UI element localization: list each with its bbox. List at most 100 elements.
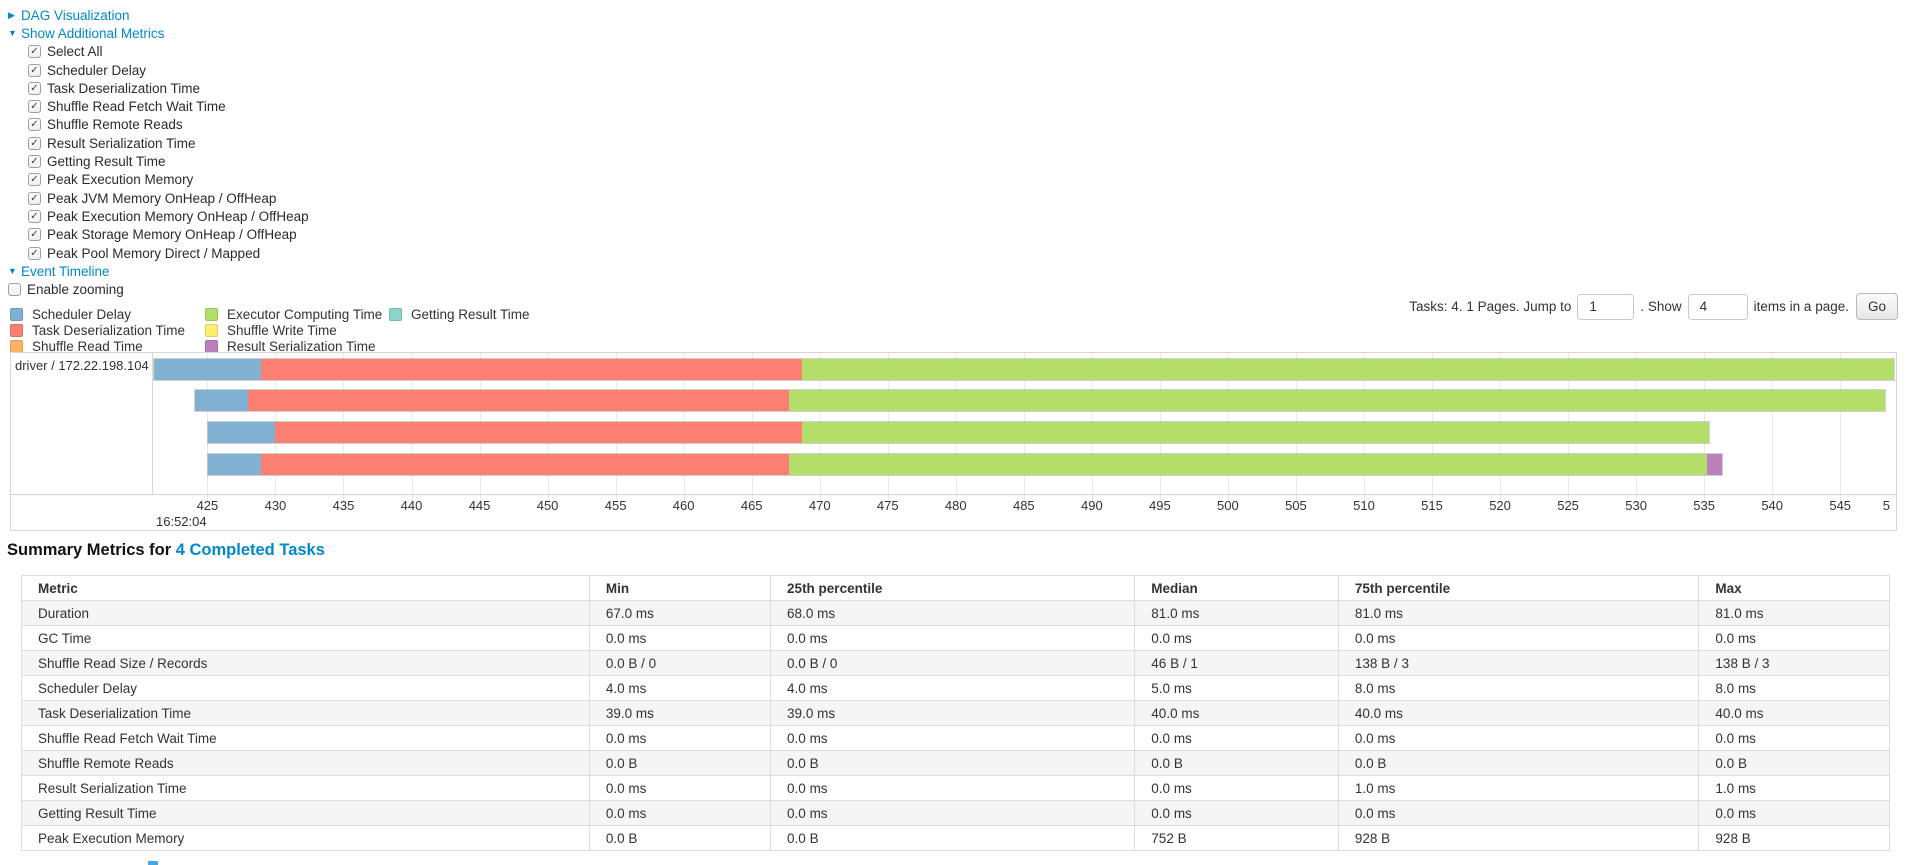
metric-checkbox[interactable] <box>28 155 41 169</box>
axis-tick-icon <box>887 495 889 502</box>
metric-checkbox[interactable] <box>28 228 41 242</box>
metrics-column-header[interactable]: Max <box>1698 575 1890 601</box>
metric-checkbox-row[interactable]: Task Deserialization Time <box>28 79 309 97</box>
metric-value-cell: 0.0 ms <box>588 775 772 801</box>
legend-item: Result Serialization Time <box>205 339 382 355</box>
axis-tick-icon <box>1091 495 1093 502</box>
chevron-down-icon: ▼ <box>8 28 17 39</box>
axis-tick-label: 530 <box>1625 498 1647 513</box>
metric-checkbox-label: Task Deserialization Time <box>47 80 201 96</box>
timeline-task-bar[interactable] <box>207 453 1724 476</box>
items-per-page-input[interactable] <box>1687 293 1748 320</box>
go-button[interactable]: Go <box>1855 293 1898 320</box>
table-row: Result Serialization Time 0.0 ms 0.0 ms 0.0… <box>21 775 1890 801</box>
metric-checkbox-row[interactable]: Peak JVM Memory OnHeap / OffHeap <box>28 189 309 207</box>
metric-value-cell: 0.0 ms <box>770 775 1136 801</box>
metric-checkbox[interactable] <box>28 136 41 150</box>
metrics-column-header[interactable]: 75th percentile <box>1337 575 1700 601</box>
dag-visualization-toggle[interactable]: ▶ DAG Visualization <box>8 8 130 23</box>
legend-item-label: Task Deserialization Time <box>32 322 186 338</box>
metric-checkbox-label: Peak Pool Memory Direct / Mapped <box>47 245 261 261</box>
axis-gridline <box>207 353 209 494</box>
metric-checkbox-row[interactable]: Getting Result Time <box>28 152 309 170</box>
metrics-column-header[interactable]: Min <box>588 575 772 601</box>
metric-checkbox[interactable] <box>28 246 41 260</box>
metric-checkbox-row[interactable]: Scheduler Delay <box>28 61 309 79</box>
scheduler-delay-segment <box>154 359 262 380</box>
metric-value-cell: 138 B / 3 <box>1698 650 1890 676</box>
enable-zooming-checkbox-row[interactable]: Enable zooming <box>8 280 309 298</box>
metric-value-cell: 0.0 ms <box>1134 725 1339 751</box>
axis-tick-icon <box>1023 495 1025 502</box>
metric-checkbox[interactable] <box>28 118 41 132</box>
axis-tick-label: 430 <box>264 498 287 513</box>
metric-checkbox-row[interactable]: Peak Execution Memory OnHeap / OffHeap <box>28 207 309 225</box>
executor-computing-segment <box>802 422 1709 443</box>
legend-item: Getting Result Time <box>389 306 530 322</box>
metric-checkbox-label: Result Serialization Time <box>47 135 196 151</box>
task-deserialization-segment <box>261 454 789 475</box>
metric-checkbox-row[interactable]: Peak Pool Memory Direct / Mapped <box>28 244 309 262</box>
metric-checkbox[interactable] <box>28 209 41 223</box>
timeline-task-bar[interactable] <box>153 358 1895 381</box>
metric-checkbox-label: Peak Storage Memory OnHeap / OffHeap <box>47 227 297 243</box>
metric-value-cell: 40.0 ms <box>1698 700 1890 726</box>
metric-checkbox[interactable] <box>28 81 41 95</box>
metric-value-cell: 67.0 ms <box>588 600 772 626</box>
axis-tick-label: 505 <box>1285 498 1307 513</box>
pagination-prefix-text: Tasks: 4. 1 Pages. Jump to <box>1409 299 1572 314</box>
event-timeline-toggle[interactable]: ▼ Event Timeline <box>8 264 110 279</box>
metric-name-cell: GC Time <box>21 625 590 651</box>
summary-metrics-table: Metric Min 25th percentile Median 75th perce… <box>21 575 1890 851</box>
legend-item-label: Scheduler Delay <box>32 306 132 322</box>
axis-tick-label: 490 <box>1080 498 1103 513</box>
timeline-group-column: driver / 172.22.198.104 <box>11 353 153 494</box>
axis-tick-label: 500 <box>1217 498 1239 513</box>
metrics-column-header[interactable]: 25th percentile <box>770 575 1136 601</box>
metric-checkbox[interactable] <box>28 173 41 187</box>
axis-tick-label: 460 <box>672 498 695 513</box>
metric-value-cell: 8.0 ms <box>1698 675 1890 701</box>
metric-checkbox[interactable] <box>28 100 41 114</box>
timeline-task-bar[interactable] <box>193 389 1887 412</box>
metric-value-cell: 46 B / 1 <box>1134 650 1339 676</box>
metric-checkbox-row[interactable]: Shuffle Read Fetch Wait Time <box>28 97 309 115</box>
metric-value-cell: 81.0 ms <box>1698 600 1890 626</box>
executor-computing-segment <box>788 390 1886 411</box>
stage-controls: ▶ DAG Visualization ▼ Show Additional Me… <box>8 6 309 299</box>
metric-checkbox-row[interactable]: Shuffle Remote Reads <box>28 116 309 134</box>
metric-checkbox-row[interactable]: Peak Storage Memory OnHeap / OffHeap <box>28 226 309 244</box>
scheduler-delay-segment <box>208 454 262 475</box>
executor-computing-segment <box>802 359 1894 380</box>
timeline-task-bar[interactable] <box>207 421 1710 444</box>
metric-value-cell: 81.0 ms <box>1337 600 1700 626</box>
table-row: Getting Result Time 0.0 ms 0.0 ms 0.0 ms 0.0… <box>21 800 1890 826</box>
result-serialization-segment <box>1707 454 1723 475</box>
metric-checkbox[interactable] <box>28 45 41 59</box>
legend-item: Shuffle Read Time <box>10 339 185 355</box>
metric-checkbox-row[interactable]: Result Serialization Time <box>28 134 309 152</box>
metric-checkbox-label: Scheduler Delay <box>47 62 147 78</box>
timeline-plot-area <box>153 353 1896 494</box>
metric-name-cell: Getting Result Time <box>21 800 590 826</box>
metric-value-cell: 138 B / 3 <box>1337 650 1700 676</box>
axis-tick-icon <box>751 495 753 502</box>
event-timeline-label: Event Timeline <box>21 263 110 279</box>
enable-zooming-checkbox[interactable] <box>8 283 21 297</box>
legend-item-label: Shuffle Read Time <box>32 339 143 355</box>
metrics-column-header[interactable]: Metric <box>21 575 590 601</box>
axis-tick-label-clipped: 5 <box>1882 498 1890 513</box>
metric-checkbox-row[interactable]: Peak Execution Memory <box>28 171 309 189</box>
metric-checkbox[interactable] <box>28 63 41 77</box>
metric-checkbox[interactable] <box>28 191 41 205</box>
metrics-column-header[interactable]: Median <box>1134 575 1339 601</box>
event-timeline-chart: driver / 172.22.198.104 16:52:04 425 430 4… <box>10 352 1897 531</box>
show-additional-metrics-toggle[interactable]: ▼ Show Additional Metrics <box>8 26 164 41</box>
axis-start-time-label: 16:52:04 <box>156 514 207 529</box>
completed-tasks-count: 4 Completed Tasks <box>175 541 325 559</box>
metric-value-cell: 0.0 ms <box>770 800 1136 826</box>
metric-checkbox-label: Getting Result Time <box>47 154 166 170</box>
jump-to-page-input[interactable] <box>1577 293 1635 320</box>
metric-checkbox-row[interactable]: Select All <box>28 43 309 61</box>
enable-zooming-label: Enable zooming <box>27 282 124 298</box>
